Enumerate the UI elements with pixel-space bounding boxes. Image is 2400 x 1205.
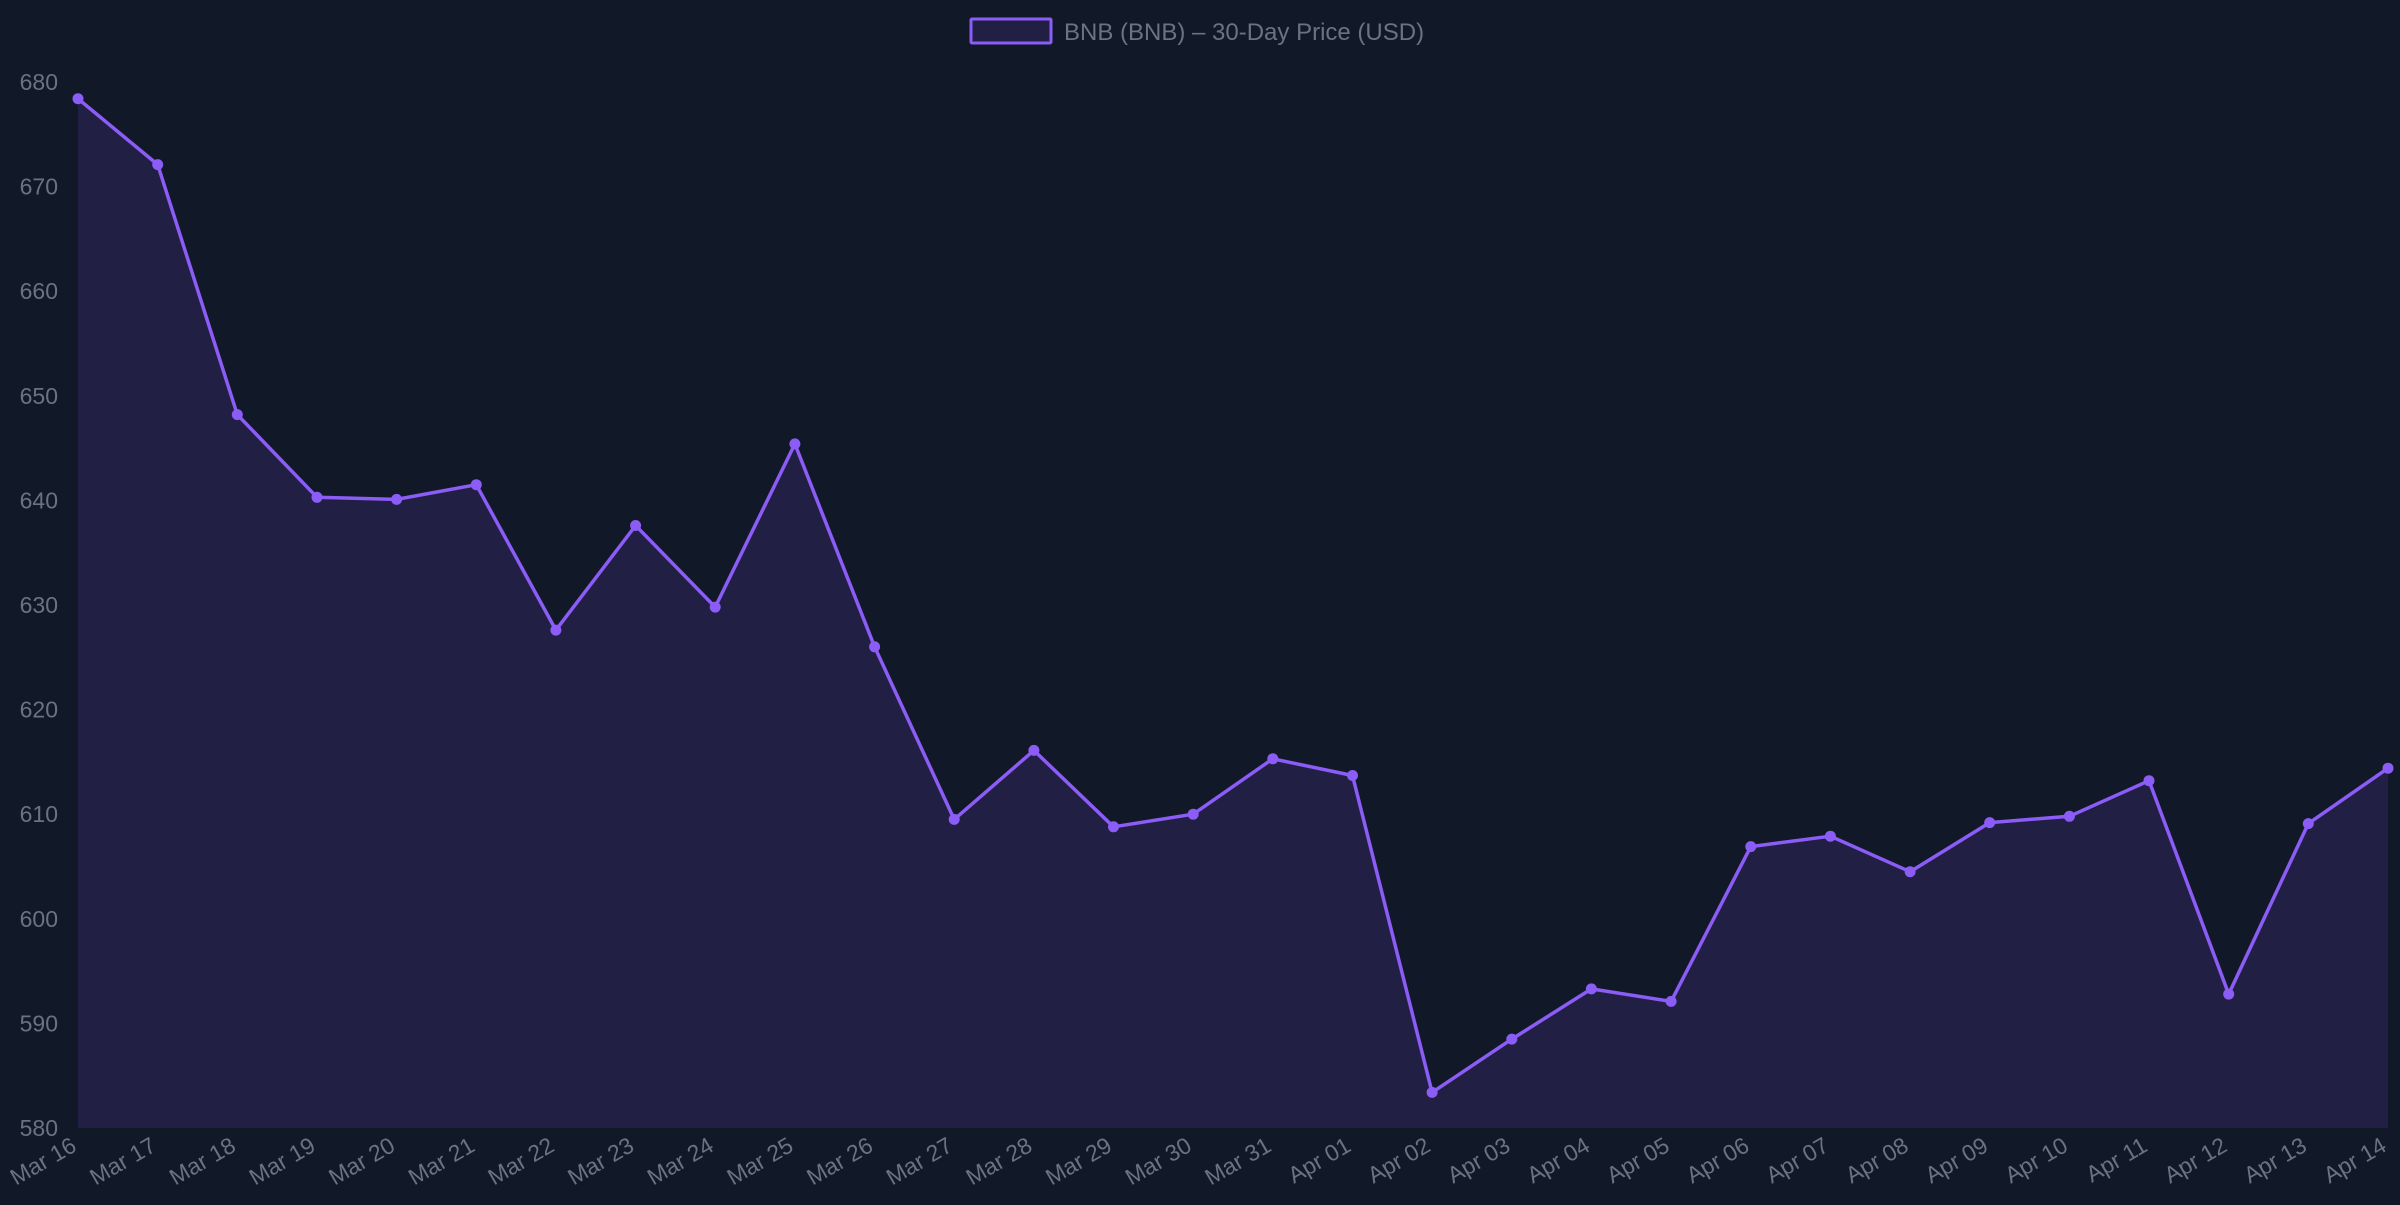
y-tick-label: 590 — [20, 1010, 58, 1036]
data-points — [72, 93, 2394, 1098]
y-tick-label: 680 — [20, 69, 58, 95]
data-point-apr-05[interactable] — [1665, 995, 1677, 1007]
data-point-apr-06[interactable] — [1745, 841, 1757, 853]
data-point-mar-18[interactable] — [231, 409, 243, 421]
x-tick-label: Mar 26 — [802, 1132, 877, 1190]
data-point-mar-19[interactable] — [311, 491, 323, 503]
y-tick-label: 670 — [20, 174, 58, 200]
plot-area — [72, 93, 2394, 1129]
x-tick-label: Apr 09 — [1921, 1132, 1993, 1188]
x-tick-label: Apr 10 — [2000, 1132, 2072, 1188]
data-point-mar-23[interactable] — [630, 520, 642, 531]
series-area-fill — [78, 98, 2388, 1129]
data-point-apr-10[interactable] — [2063, 810, 2075, 822]
data-point-apr-04[interactable] — [1585, 983, 1597, 995]
x-tick-label: Mar 24 — [643, 1132, 718, 1190]
x-tick-label: Apr 11 — [2081, 1132, 2151, 1188]
x-tick-label: Mar 19 — [244, 1132, 319, 1190]
y-tick-label: 630 — [20, 592, 58, 618]
x-tick-label: Mar 31 — [1200, 1132, 1275, 1190]
x-tick-label: Apr 01 — [1283, 1132, 1355, 1188]
y-tick-label: 580 — [20, 1115, 58, 1141]
legend-label[interactable]: BNB (BNB) – 30-Day Price (USD) — [1064, 19, 1424, 46]
data-point-apr-09[interactable] — [1984, 817, 1996, 829]
data-point-mar-24[interactable] — [709, 601, 721, 613]
data-point-mar-28[interactable] — [1028, 744, 1040, 756]
y-tick-label: 660 — [20, 278, 58, 304]
x-tick-label: Apr 04 — [1522, 1132, 1594, 1189]
y-tick-label: 650 — [20, 383, 58, 409]
x-tick-label: Apr 12 — [2160, 1132, 2232, 1188]
data-point-mar-30[interactable] — [1187, 808, 1199, 820]
data-point-apr-14[interactable] — [2382, 762, 2394, 774]
x-tick-label: Mar 20 — [324, 1132, 399, 1190]
data-point-apr-01[interactable] — [1347, 770, 1358, 781]
x-axis-ticks: Mar 16 Mar 17 Mar 18 Mar 19 Mar 20 Mar 21 Mar … — [5, 1132, 2390, 1190]
data-point-mar-27[interactable] — [948, 813, 960, 825]
data-point-mar-29[interactable] — [1108, 821, 1119, 833]
data-point-apr-12[interactable] — [2223, 988, 2235, 1000]
series-line — [76, 97, 2389, 1095]
x-tick-label: Apr 05 — [1602, 1132, 1674, 1188]
x-tick-label: Apr 03 — [1443, 1132, 1515, 1188]
x-tick-label: Apr 08 — [1841, 1132, 1913, 1188]
x-tick-label: Mar 30 — [1121, 1132, 1196, 1190]
data-point-apr-02[interactable] — [1426, 1086, 1438, 1098]
y-tick-label: 640 — [20, 487, 58, 513]
data-point-mar-31[interactable] — [1267, 753, 1279, 765]
data-point-mar-20[interactable] — [391, 493, 403, 505]
x-tick-label: Apr 02 — [1363, 1132, 1435, 1188]
legend-swatch[interactable] — [969, 17, 1053, 45]
x-tick-label: Mar 18 — [165, 1132, 240, 1190]
data-point-mar-17[interactable] — [152, 159, 164, 171]
x-tick-label: Mar 25 — [722, 1132, 797, 1190]
y-axis-ticks: 580 590 600 610 620 630 640 650 660 670 680 — [20, 69, 58, 1141]
x-tick-label: Apr 07 — [1761, 1132, 1833, 1188]
y-tick-label: 610 — [20, 801, 58, 827]
data-point-apr-13[interactable] — [2302, 818, 2314, 830]
data-point-mar-25[interactable] — [789, 438, 801, 450]
x-tick-label: Mar 27 — [882, 1132, 957, 1190]
data-point-apr-07[interactable] — [1824, 830, 1836, 842]
x-tick-label: Mar 17 — [85, 1132, 160, 1190]
data-point-mar-16[interactable] — [72, 93, 84, 105]
x-tick-label: Apr 13 — [2239, 1132, 2311, 1188]
x-tick-label: Mar 21 — [404, 1132, 479, 1190]
y-tick-label: 620 — [20, 697, 58, 723]
data-point-mar-26[interactable] — [869, 641, 881, 653]
data-point-apr-03[interactable] — [1506, 1033, 1518, 1045]
x-tick-label: Mar 29 — [1041, 1132, 1116, 1190]
x-tick-label: Mar 28 — [961, 1132, 1036, 1190]
data-point-apr-08[interactable] — [1904, 866, 1916, 878]
data-point-mar-21[interactable] — [470, 479, 482, 491]
data-point-mar-22[interactable] — [550, 624, 562, 636]
y-tick-label: 600 — [20, 906, 58, 932]
x-tick-label: Apr 06 — [1682, 1132, 1754, 1188]
x-tick-label: Mar 23 — [563, 1132, 638, 1190]
x-tick-label: Mar 22 — [483, 1132, 558, 1190]
legend[interactable]: BNB (BNB) – 30-Day Price (USD) — [969, 17, 1424, 46]
data-point-apr-11[interactable] — [2143, 775, 2155, 787]
x-tick-label: Apr 14 — [2319, 1132, 2391, 1189]
